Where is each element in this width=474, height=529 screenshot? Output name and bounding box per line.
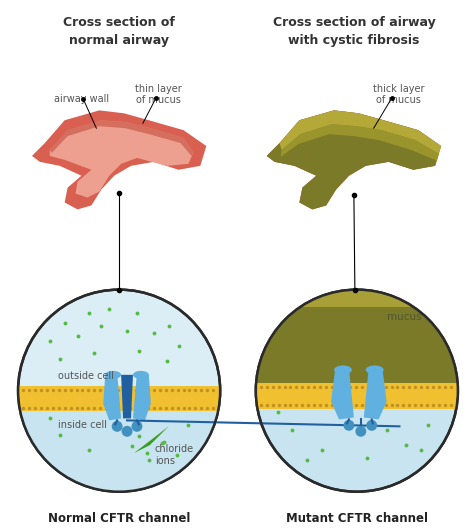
- Polygon shape: [281, 124, 439, 161]
- Ellipse shape: [366, 366, 383, 375]
- Polygon shape: [256, 383, 458, 408]
- Circle shape: [366, 420, 377, 431]
- Polygon shape: [331, 368, 354, 419]
- Circle shape: [131, 421, 142, 432]
- Polygon shape: [133, 373, 151, 421]
- Polygon shape: [32, 111, 206, 209]
- Ellipse shape: [105, 371, 121, 379]
- Polygon shape: [50, 120, 193, 197]
- Ellipse shape: [133, 371, 149, 379]
- Text: thin layer
of mucus: thin layer of mucus: [136, 84, 182, 105]
- Polygon shape: [280, 111, 441, 154]
- Polygon shape: [103, 373, 121, 421]
- Text: chloride
ions: chloride ions: [155, 444, 194, 466]
- Polygon shape: [267, 111, 441, 209]
- Polygon shape: [50, 120, 193, 156]
- Circle shape: [356, 426, 366, 437]
- Text: airway wall: airway wall: [54, 94, 109, 104]
- Polygon shape: [256, 290, 458, 307]
- Polygon shape: [364, 368, 387, 419]
- Circle shape: [344, 420, 355, 431]
- Polygon shape: [18, 412, 220, 497]
- Text: Mutant CFTR channel: Mutant CFTR channel: [286, 512, 428, 525]
- Polygon shape: [134, 426, 169, 453]
- Circle shape: [122, 426, 133, 437]
- Text: Cross section of
normal airway: Cross section of normal airway: [63, 16, 175, 47]
- Text: thick layer
of mucus: thick layer of mucus: [373, 84, 424, 105]
- Text: mucus: mucus: [387, 313, 421, 322]
- Polygon shape: [267, 111, 441, 209]
- Circle shape: [256, 290, 458, 492]
- Text: Normal CFTR channel: Normal CFTR channel: [48, 512, 191, 525]
- Text: inside cell: inside cell: [58, 421, 107, 431]
- Polygon shape: [18, 386, 220, 412]
- Circle shape: [112, 421, 123, 432]
- Polygon shape: [121, 375, 133, 418]
- Text: Cross section of airway
with cystic fibrosis: Cross section of airway with cystic fibr…: [273, 16, 435, 47]
- Text: outside cell: outside cell: [58, 371, 114, 381]
- Polygon shape: [256, 290, 458, 398]
- Ellipse shape: [334, 366, 352, 375]
- Circle shape: [18, 290, 220, 492]
